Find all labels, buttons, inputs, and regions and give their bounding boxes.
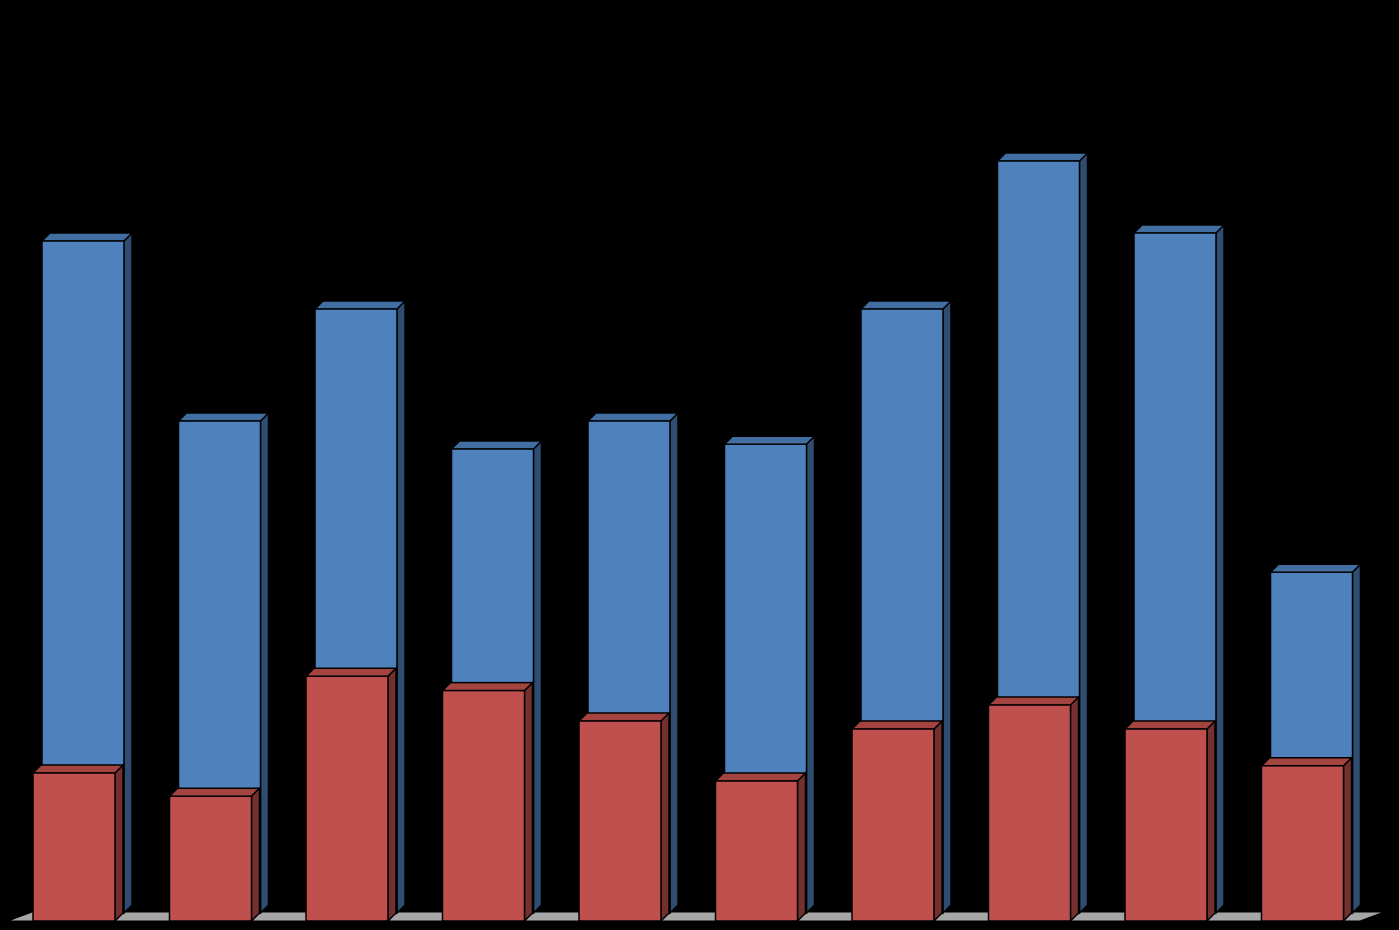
bar-top [313,300,407,310]
bar-top [449,440,544,450]
bar-top [986,696,1081,706]
bar-top [713,772,808,782]
bar-side [669,411,679,915]
bar [851,728,935,922]
bar-side [259,411,270,915]
bar-top [304,667,398,677]
bar-side [1078,151,1089,915]
bar-top [859,300,953,310]
bar-side [1215,223,1225,915]
bar-side [123,231,133,915]
bar [441,689,526,922]
bar-side [660,711,670,923]
bar-top [167,787,262,797]
bar-top [440,681,535,692]
bar-top [1268,563,1363,573]
bar-side [933,719,943,923]
bar-side [796,771,807,923]
bar-side [396,299,406,915]
bar-top [1259,757,1354,767]
bar-side [387,666,397,923]
bar [578,720,662,922]
bar-top [722,435,817,445]
bar [714,780,799,922]
bar-top [586,412,680,422]
bar-top [1132,224,1226,234]
bar-top [995,152,1090,162]
bar [168,795,253,922]
bar-side [114,763,124,923]
bar-top [40,232,134,242]
bar [1260,765,1345,922]
bar [32,772,116,922]
bar-side [805,434,816,915]
bar-side [1206,719,1216,923]
bar-side [1342,755,1353,923]
bar-top [850,720,944,730]
bar-side [1351,562,1362,915]
bar [305,675,389,922]
bar-side [942,299,952,915]
bar-top [1123,720,1217,730]
bar-side [523,680,534,923]
bar-side [532,439,543,915]
bar-top [31,764,125,774]
bar-side [250,786,261,923]
bar-top [176,412,271,422]
bar-top [577,712,671,722]
bar-side [1069,695,1080,923]
bar [1124,728,1208,922]
bar [987,704,1072,922]
